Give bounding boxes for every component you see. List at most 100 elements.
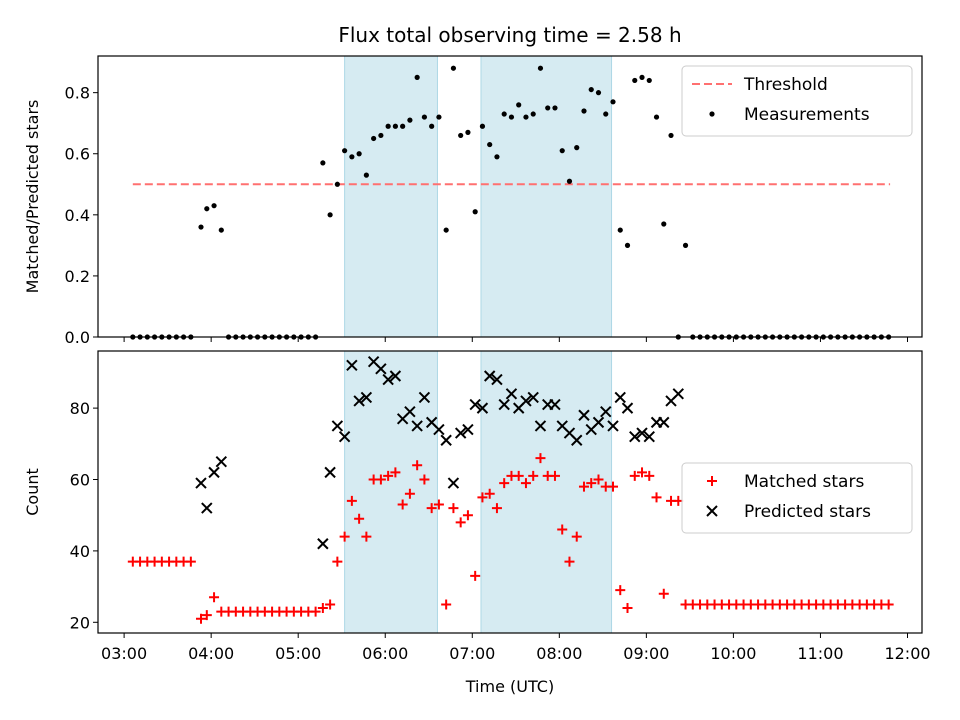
- measurement-point: [588, 86, 594, 93]
- matched-star-point: [346, 495, 357, 506]
- matched-star-point: [339, 531, 350, 542]
- predicted-star-point: [643, 430, 655, 443]
- observing-window-1: [344, 350, 438, 634]
- measurement-point: [429, 123, 435, 129]
- measurement-point: [661, 221, 667, 227]
- y-tick-label: 0.0: [65, 328, 90, 347]
- predicted-star-point: [629, 430, 641, 443]
- predicted-star-point: [505, 388, 518, 400]
- predicted-star-point: [672, 388, 684, 400]
- predicted-star-point: [195, 477, 207, 489]
- measurement-point: [508, 114, 515, 120]
- measurement-point: [334, 181, 340, 187]
- matched-star-point: [397, 499, 408, 510]
- y-tick-label: 20: [70, 613, 90, 632]
- matched-star-point: [196, 613, 206, 624]
- matched-star-point: [586, 478, 597, 489]
- measurement-point: [566, 178, 573, 184]
- predicted-star-point: [208, 466, 220, 479]
- predicted-star-point: [454, 427, 467, 439]
- y-tick-label: 0.2: [65, 267, 90, 286]
- predicted-star-point: [527, 391, 539, 404]
- matched-star-point: [404, 488, 415, 499]
- matched-star-point: [564, 556, 575, 567]
- measurement-point: [603, 111, 609, 117]
- observing-window-2: [480, 55, 613, 338]
- matched-star-point: [361, 531, 372, 542]
- matched-star-point: [310, 606, 321, 617]
- legend-label: Matched stars: [744, 472, 864, 492]
- observing-window-2: [480, 350, 613, 634]
- x-tick-label: 07:00: [449, 644, 495, 663]
- measurement-point: [516, 102, 522, 108]
- y-tick-label: 80: [70, 399, 90, 418]
- measurement-point: [632, 77, 638, 84]
- matched-star-point: [658, 588, 669, 599]
- measurement-point: [472, 209, 478, 215]
- y-axis-label: Matched/Predicted stars: [23, 100, 42, 294]
- predicted-star-point: [433, 423, 445, 436]
- measurement-point: [552, 105, 558, 111]
- predicted-star-point: [621, 402, 634, 414]
- legend: Matched stars Predicted stars: [681, 462, 913, 534]
- measurement-point: [458, 132, 464, 139]
- predicted-star-point: [440, 434, 452, 446]
- measurement-point: [363, 172, 369, 178]
- matched-star-point: [608, 481, 618, 492]
- series-matched-stars: [127, 453, 894, 624]
- series-predicted-stars: [195, 356, 684, 550]
- predicted-star-point: [215, 455, 228, 468]
- matched-star-point: [426, 503, 437, 514]
- predicted-star-point: [658, 416, 670, 429]
- y-axis-label: Count: [23, 468, 42, 516]
- measurement-point: [479, 123, 486, 129]
- matched-star-point: [448, 503, 459, 514]
- measurement-point: [487, 141, 493, 148]
- matched-star-point: [571, 531, 582, 542]
- matched-star-point: [209, 592, 220, 603]
- matched-star-point: [578, 481, 589, 492]
- measurement-point: [407, 117, 413, 123]
- matched-star-point: [549, 470, 560, 481]
- predicted-star-point: [411, 420, 423, 432]
- matched-star-point: [883, 599, 894, 610]
- matched-star-point: [470, 570, 481, 581]
- predicted-star-point: [447, 477, 460, 489]
- predicted-star-point: [607, 420, 619, 432]
- x-tick-label: 09:00: [623, 644, 669, 663]
- predicted-star-point: [549, 398, 561, 411]
- measurement-point: [465, 129, 471, 135]
- matched-star-point: [651, 492, 662, 503]
- legend-measurement-swatch: [709, 111, 715, 117]
- matched-star-point: [455, 517, 466, 528]
- legend-label: Predicted stars: [744, 502, 871, 522]
- measurement-point: [559, 148, 565, 154]
- measurement-point: [342, 148, 348, 154]
- measurement-point: [204, 206, 210, 212]
- matched-star-point: [622, 603, 633, 614]
- matched-star-point: [332, 556, 343, 567]
- x-tick-label: 03:00: [101, 644, 147, 663]
- x-tick-label: 10:00: [710, 644, 756, 663]
- legend-predicted-swatch: [706, 505, 718, 517]
- legend-box: [681, 462, 913, 534]
- predicted-star-point: [600, 405, 612, 418]
- measurement-point: [327, 212, 333, 218]
- measurement-point: [574, 145, 580, 151]
- predicted-star-point: [476, 402, 489, 414]
- predicted-star-point: [404, 405, 416, 418]
- predicted-star-point: [614, 391, 626, 404]
- y-tick-label: 60: [70, 471, 90, 490]
- measurement-point: [356, 151, 362, 157]
- matched-star-point: [317, 603, 328, 614]
- predicted-star-point: [382, 373, 394, 386]
- measurement-point: [624, 242, 631, 248]
- matched-star-point: [484, 488, 495, 499]
- matched-star-point: [557, 524, 568, 535]
- matched-star-point: [419, 474, 430, 485]
- predicted-star-point: [491, 373, 503, 386]
- measurement-point: [198, 224, 204, 230]
- matched-star-point: [528, 470, 539, 481]
- matched-star-point: [390, 467, 401, 478]
